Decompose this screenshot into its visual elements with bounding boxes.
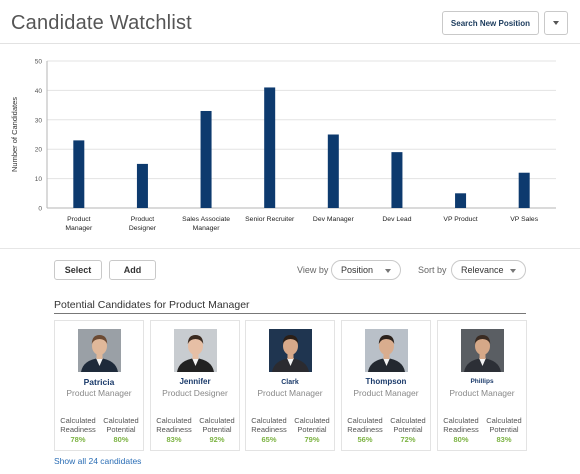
candidate-role: Product Manager [66, 388, 132, 398]
add-button[interactable]: Add [109, 260, 156, 280]
bar [455, 193, 467, 208]
potential-metric: Calculated Potential 92% [197, 416, 237, 444]
bar [327, 134, 339, 208]
potential-label: Calculated Potential [294, 416, 330, 434]
person-photo-icon [464, 335, 501, 372]
candidate-card[interactable]: Clark Product Manager Calculated Readiness… [245, 320, 335, 451]
readiness-metric: Calculated Readiness 65% [249, 416, 289, 444]
candidate-role: Product Manager [449, 388, 515, 398]
y-tick-label: 0 [38, 206, 42, 213]
page-title: Candidate Watchlist [11, 12, 192, 34]
potential-metric: Calculated Potential 79% [292, 416, 332, 444]
candidate-name[interactable]: Phillips [470, 378, 494, 385]
select-button[interactable]: Select [54, 260, 102, 280]
potential-value: 92% [209, 435, 225, 444]
candidate-card[interactable]: Jennifer Product Designer Calculated Readi… [150, 320, 240, 451]
view-by-select[interactable]: Position [331, 260, 401, 280]
readiness-metric: Calculated Readiness 80% [441, 416, 481, 444]
potential-metric: Calculated Potential 83% [484, 416, 524, 444]
x-tick-label: Product Manager [65, 216, 93, 232]
potential-value: 83% [496, 435, 512, 444]
readiness-value: 65% [261, 435, 277, 444]
chevron-down-icon [385, 269, 391, 273]
y-axis-label: Number of Candidates [10, 97, 19, 172]
sort-by-value: Relevance [461, 265, 504, 275]
more-options-button[interactable] [544, 11, 568, 35]
y-tick-label: 30 [35, 117, 43, 124]
section-title: Potential Candidates for Product Manager [54, 299, 250, 311]
avatar [78, 329, 121, 372]
readiness-value: 78% [70, 435, 86, 444]
bar [200, 110, 212, 208]
readiness-metric: Calculated Readiness 78% [58, 416, 98, 444]
y-tick-label: 50 [35, 59, 43, 66]
readiness-metric: Calculated Readiness 56% [345, 416, 385, 444]
sort-by-label: Sort by [418, 265, 447, 275]
show-all-candidates-link[interactable]: Show all 24 candidates [54, 456, 142, 466]
y-tick-label: 10 [35, 176, 43, 183]
candidates-bar-chart: 0 10 20 30 40 50 Number of Candidates Product Ma… [10, 59, 556, 232]
x-tick-label: VP Product [443, 216, 477, 223]
chevron-down-icon [510, 269, 516, 273]
y-tick-label: 20 [35, 147, 43, 154]
bar [264, 87, 276, 208]
candidate-name[interactable]: Patricia [83, 377, 115, 387]
readiness-label: Calculated Readiness [443, 416, 479, 434]
avatar [174, 329, 217, 372]
avatar [269, 329, 312, 372]
readiness-label: Calculated Readiness [251, 416, 287, 434]
readiness-value: 83% [166, 435, 182, 444]
view-by-label: View by [297, 265, 329, 275]
x-tick-label: Senior Recruiter [245, 216, 295, 223]
candidate-card[interactable]: Patricia Product Manager Calculated Readin… [54, 320, 144, 451]
potential-label: Calculated Potential [390, 416, 426, 434]
candidate-role: Product Manager [353, 388, 419, 398]
candidate-card[interactable]: Phillips Product Manager Calculated Readin… [437, 320, 527, 451]
candidate-role: Product Manager [257, 388, 323, 398]
section-divider [54, 313, 526, 314]
candidate-role: Product Designer [162, 388, 228, 398]
x-tick-label: VP Sales [510, 216, 538, 223]
bar [518, 172, 530, 208]
bar [73, 140, 85, 208]
avatar [365, 329, 408, 372]
avatar [461, 329, 504, 372]
potential-value: 80% [113, 435, 129, 444]
person-photo-icon [81, 335, 118, 372]
potential-label: Calculated Potential [199, 416, 235, 434]
bar [136, 163, 148, 208]
readiness-label: Calculated Readiness [60, 416, 96, 434]
x-tick-label: Sales Associate Manager [182, 216, 230, 232]
x-tick-label: Product Designer [129, 216, 157, 232]
chevron-down-icon [553, 21, 559, 25]
readiness-value: 56% [357, 435, 373, 444]
candidate-name[interactable]: Clark [281, 379, 299, 386]
readiness-label: Calculated Readiness [347, 416, 383, 434]
potential-metric: Calculated Potential 72% [388, 416, 428, 444]
x-tick-label: Dev Lead [382, 216, 411, 223]
person-photo-icon [368, 335, 405, 372]
candidate-name[interactable]: Thompson [365, 377, 407, 386]
candidate-card[interactable]: Thompson Product Manager Calculated Readin… [341, 320, 431, 451]
potential-label: Calculated Potential [486, 416, 522, 434]
potential-value: 79% [304, 435, 320, 444]
potential-metric: Calculated Potential 80% [101, 416, 141, 444]
readiness-value: 80% [453, 435, 469, 444]
potential-value: 72% [400, 435, 416, 444]
page-header: Candidate Watchlist Search New Position [0, 0, 580, 44]
readiness-metric: Calculated Readiness 83% [154, 416, 194, 444]
search-new-position-button[interactable]: Search New Position [442, 11, 539, 35]
readiness-label: Calculated Readiness [156, 416, 192, 434]
bar [391, 152, 403, 208]
person-photo-icon [272, 335, 309, 372]
y-tick-label: 40 [35, 88, 43, 95]
candidate-name[interactable]: Jennifer [179, 377, 211, 386]
divider [0, 248, 580, 249]
view-by-value: Position [341, 265, 374, 275]
x-tick-label: Dev Manager [313, 216, 355, 223]
potential-label: Calculated Potential [103, 416, 139, 434]
person-photo-icon [177, 335, 214, 372]
sort-by-select[interactable]: Relevance [451, 260, 526, 280]
